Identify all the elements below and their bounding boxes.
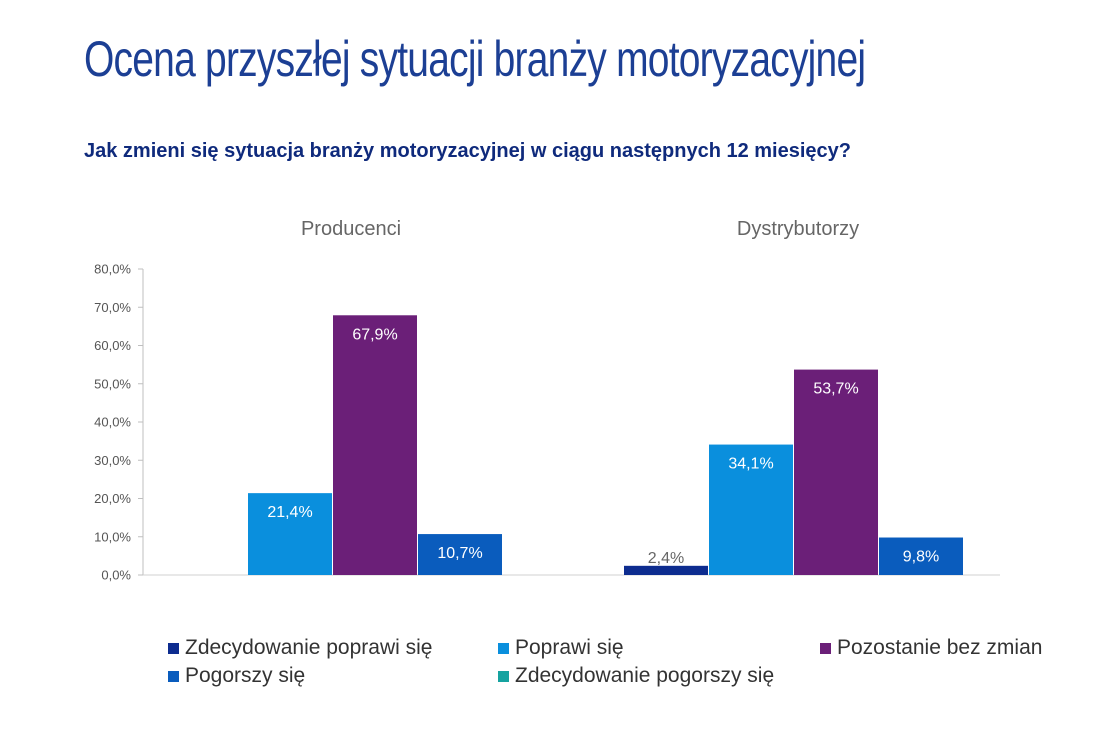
bar xyxy=(879,537,963,575)
bar xyxy=(418,534,502,575)
legend-swatch xyxy=(498,670,509,682)
data-label: 2,4% xyxy=(648,550,684,567)
bar xyxy=(794,369,878,575)
legend-item: Pozostanie bez zmian xyxy=(820,636,1042,660)
data-label: 67,9% xyxy=(352,326,397,343)
legend-label: Pogorszy się xyxy=(185,664,306,687)
legend-label: Poprawi się xyxy=(515,636,624,659)
category-label: Dystrybutorzy xyxy=(737,218,859,240)
legend-item: Zdecydowanie poprawi się xyxy=(168,636,432,660)
bar xyxy=(624,565,708,575)
y-tick-label: 30,0% xyxy=(94,453,131,468)
chart-question: Jak zmieni się sytuacja branży motoryzac… xyxy=(84,140,852,162)
legend-item: Pogorszy się xyxy=(168,664,305,688)
legend-label: Pozostanie bez zmian xyxy=(837,636,1043,659)
data-label: 21,4% xyxy=(267,504,312,521)
legend-swatch xyxy=(820,642,831,654)
legend-swatch xyxy=(168,642,179,654)
y-tick-label: 80,0% xyxy=(94,262,131,277)
y-tick-label: 50,0% xyxy=(94,376,131,391)
legend-label: Zdecydowanie poprawi się xyxy=(185,636,433,659)
y-tick-label: 60,0% xyxy=(94,338,131,353)
data-label: 10,7% xyxy=(437,545,482,562)
data-label: 9,8% xyxy=(903,549,939,566)
legend-item: Zdecydowanie pogorszy się xyxy=(498,664,774,688)
legend-item: Poprawi się xyxy=(498,636,624,660)
y-tick-label: 40,0% xyxy=(94,415,131,430)
bar xyxy=(709,444,793,575)
legend-swatch xyxy=(168,670,179,682)
category-label: Producenci xyxy=(301,218,401,240)
data-label: 34,1% xyxy=(728,456,773,473)
bar-chart: 0,0% 10,0% 20,0% 30,0% 40,0% 50,0% 60,0% 70,0% 8… xyxy=(94,218,1000,583)
bar xyxy=(248,493,332,575)
data-label: 53,7% xyxy=(813,381,858,398)
y-tick-label: 0,0% xyxy=(101,568,131,583)
bar xyxy=(333,315,417,575)
y-tick-label: 10,0% xyxy=(94,529,131,544)
legend-swatch xyxy=(498,642,509,654)
y-tick-label: 20,0% xyxy=(94,491,131,506)
y-tick-label: 70,0% xyxy=(94,300,131,315)
page-title: Ocena przyszłej sytuacji branży motoryza… xyxy=(84,31,866,87)
chart-legend: Zdecydowanie poprawi się Poprawi się Pozos… xyxy=(168,636,1068,696)
legend-label: Zdecydowanie pogorszy się xyxy=(515,664,775,687)
